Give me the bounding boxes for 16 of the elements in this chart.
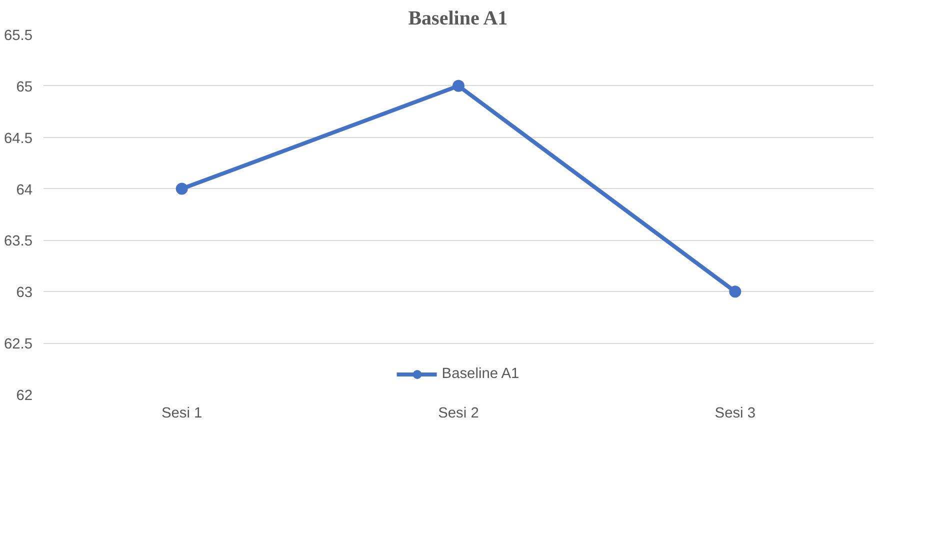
y-tick-label: 65	[16, 79, 33, 96]
chart-title: Baseline A1	[408, 8, 508, 30]
y-tick-label: 64	[16, 182, 33, 198]
y-tick-label: 62	[16, 388, 33, 404]
y-tick-label: 65.5	[4, 28, 33, 44]
x-tick-label: Sesi 2	[438, 406, 479, 422]
x-tick-label: Sesi 1	[161, 406, 202, 422]
point	[729, 286, 742, 298]
y-tick-label: 63.5	[4, 234, 33, 250]
y-tick-label: 63	[16, 285, 33, 302]
x-tick-label: Sesi 3	[714, 406, 756, 422]
y-tick-label: 64.5	[4, 130, 33, 147]
y-tick-label: 62.5	[4, 336, 33, 353]
point	[176, 182, 188, 195]
legend-label: Baseline A1	[442, 366, 520, 382]
point	[452, 80, 464, 92]
